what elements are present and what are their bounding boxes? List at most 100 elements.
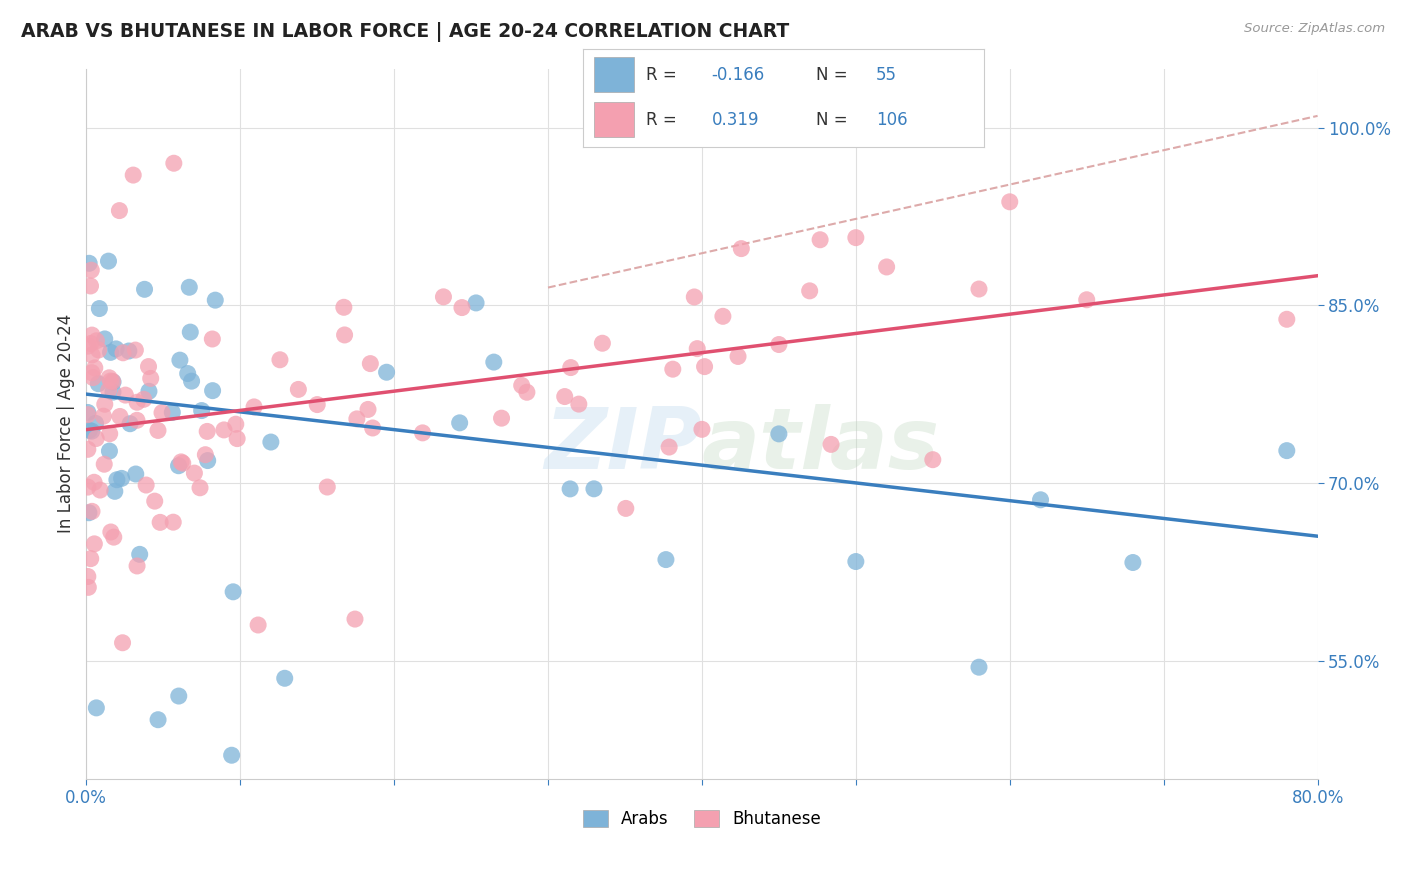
Point: [197, 453, 219, 467]
Point: [179, 325, 201, 339]
Point: [482, 355, 505, 369]
Point: [79, 279, 101, 293]
Point: [125, 558, 148, 573]
Point: [101, 375, 124, 389]
Point: [77, 580, 100, 594]
Point: [76, 405, 98, 419]
Text: 106: 106: [876, 111, 908, 128]
Point: [77, 256, 100, 270]
Point: [93, 409, 115, 424]
Point: [87, 376, 110, 391]
Point: [150, 406, 173, 420]
Point: [560, 360, 582, 375]
Point: [80, 263, 103, 277]
Point: [82, 370, 104, 384]
Text: N =: N =: [815, 111, 853, 128]
Point: [80, 328, 103, 343]
Point: [80, 366, 103, 380]
Point: [139, 371, 162, 385]
Point: [333, 300, 356, 314]
Point: [162, 515, 184, 529]
Point: [1076, 293, 1098, 307]
Point: [582, 482, 605, 496]
Point: [287, 383, 309, 397]
Point: [686, 342, 709, 356]
Point: [188, 481, 211, 495]
Point: [83, 475, 105, 490]
Point: [163, 156, 186, 170]
Point: [111, 346, 134, 360]
Point: [105, 473, 128, 487]
Text: 55: 55: [876, 66, 897, 84]
Point: [554, 390, 576, 404]
Point: [876, 260, 898, 274]
Point: [361, 421, 384, 435]
Point: [662, 362, 685, 376]
Point: [104, 484, 127, 499]
Point: [100, 524, 122, 539]
Point: [79, 423, 101, 437]
Point: [212, 423, 235, 437]
Point: [412, 425, 434, 440]
Point: [135, 478, 157, 492]
Text: 0.319: 0.319: [711, 111, 759, 128]
Point: [967, 282, 990, 296]
Point: [93, 332, 115, 346]
Point: [108, 203, 131, 218]
Point: [711, 310, 734, 324]
Text: R =: R =: [645, 66, 682, 84]
Point: [98, 444, 121, 458]
Point: [86, 334, 108, 348]
Text: R =: R =: [645, 111, 682, 128]
Point: [146, 424, 169, 438]
Point: [77, 506, 100, 520]
Point: [375, 365, 398, 379]
Point: [101, 375, 124, 389]
Point: [146, 713, 169, 727]
Point: [100, 374, 122, 388]
Point: [80, 424, 103, 438]
Y-axis label: In Labor Force | Age 20-24: In Labor Force | Age 20-24: [58, 314, 75, 533]
Point: [222, 584, 245, 599]
Point: [138, 359, 160, 374]
Point: [97, 383, 120, 397]
Point: [110, 471, 132, 485]
Point: [84, 432, 107, 446]
Point: [100, 345, 122, 359]
Legend: Arabs, Bhutanese: Arabs, Bhutanese: [576, 803, 828, 835]
Point: [124, 343, 146, 357]
Point: [768, 337, 790, 351]
Point: [108, 409, 131, 424]
Point: [655, 552, 678, 566]
Point: [316, 480, 339, 494]
Point: [76, 408, 98, 422]
Point: [357, 402, 380, 417]
Point: [693, 359, 716, 374]
Point: [162, 405, 184, 419]
Point: [125, 413, 148, 427]
Point: [730, 242, 752, 256]
Point: [591, 336, 613, 351]
Point: [190, 403, 212, 417]
Point: [451, 301, 474, 315]
Text: N =: N =: [815, 66, 853, 84]
Point: [138, 384, 160, 399]
Point: [89, 483, 111, 497]
Point: [76, 339, 98, 353]
Point: [118, 343, 141, 358]
Point: [226, 432, 249, 446]
Bar: [593, 57, 634, 92]
Point: [516, 385, 538, 400]
Point: [727, 350, 749, 364]
Point: [183, 466, 205, 480]
Point: [97, 254, 120, 268]
Point: [845, 230, 868, 244]
Point: [125, 395, 148, 409]
Point: [333, 328, 356, 343]
Point: [93, 457, 115, 471]
Text: ARAB VS BHUTANESE IN LABOR FORCE | AGE 20-24 CORRELATION CHART: ARAB VS BHUTANESE IN LABOR FORCE | AGE 2…: [21, 22, 789, 42]
Point: [101, 385, 124, 400]
Text: -0.166: -0.166: [711, 66, 765, 84]
Point: [343, 612, 366, 626]
Point: [967, 660, 990, 674]
